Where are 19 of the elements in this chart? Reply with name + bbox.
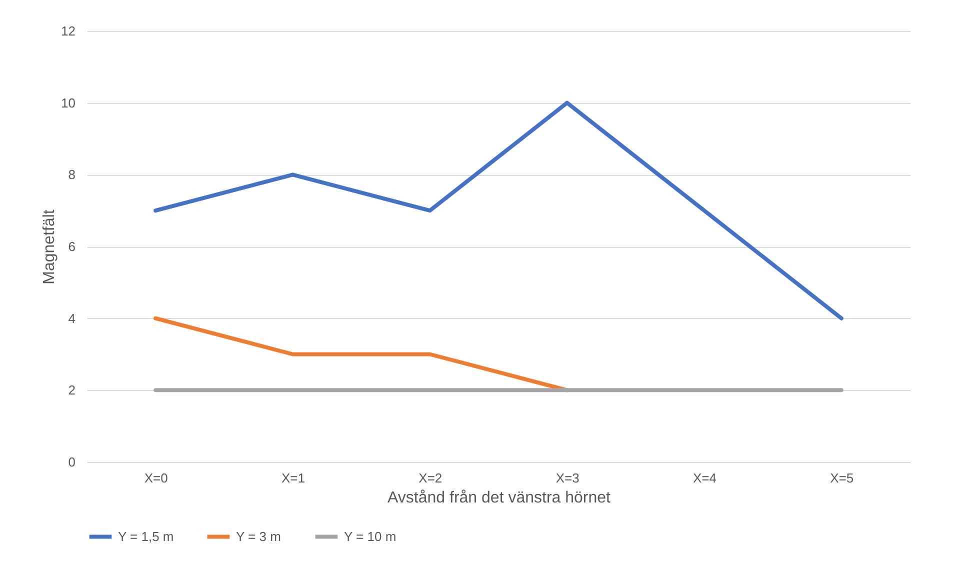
x-tick-label: X=2 (418, 470, 442, 486)
y-tick-label: 4 (68, 310, 76, 326)
x-tick-label: X=5 (830, 470, 854, 486)
y-tick-label: 0 (68, 454, 76, 470)
x-tick-label: X=4 (693, 470, 716, 486)
y-tick-label: 2 (68, 382, 76, 398)
y-tick-label: 6 (68, 239, 76, 254)
legend-label: Y = 3 m (236, 528, 281, 544)
x-tick-label: X=0 (144, 470, 168, 486)
y-tick-label: 10 (61, 95, 76, 110)
legend-label: Y = 10 m (344, 528, 396, 544)
x-tick-label: X=3 (556, 470, 580, 486)
line-series (154, 100, 844, 320)
x-axis-title: Avstånd från det vänstra hörnet (388, 490, 612, 506)
x-tick-label: X=1 (282, 470, 305, 486)
y-tick-label: 8 (68, 167, 76, 182)
y-tick-label: 12 (61, 24, 76, 38)
y-axis-title: Magnetfält (41, 209, 58, 284)
legend-label: Y = 1,5 m (118, 528, 174, 544)
